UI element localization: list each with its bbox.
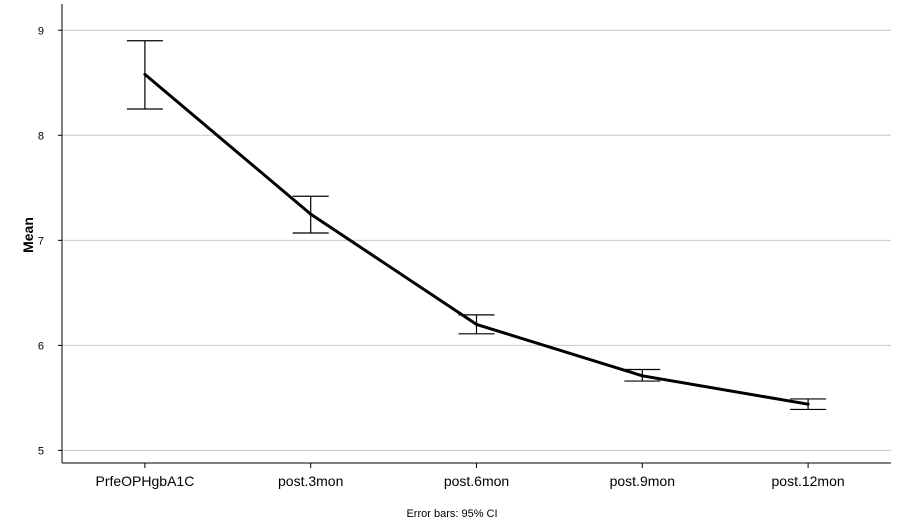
gridlines <box>62 29 891 451</box>
data-point-3 <box>640 374 644 378</box>
data-point-1 <box>309 212 313 216</box>
error-bars-note: Error bars: 95% CI <box>406 508 497 520</box>
y-axis-label: Mean <box>20 217 36 253</box>
series-line-0 <box>143 73 809 406</box>
data-point-2 <box>475 322 478 326</box>
error-bars <box>126 40 827 411</box>
series <box>143 72 810 406</box>
y-tick-label-5: 5 <box>38 445 44 457</box>
data-point-4 <box>806 402 810 406</box>
x-tick-label-1: post.3mon <box>278 473 343 489</box>
axes <box>61 4 891 464</box>
x-tick-label-0: PrfeOPHgbA1C <box>95 473 194 489</box>
y-tick-label-8: 8 <box>38 130 44 142</box>
y-tick-label-9: 9 <box>38 25 44 37</box>
y-tick-label-7: 7 <box>38 235 44 247</box>
x-ticks: PrfeOPHgbA1C post.3mon post.6mon post.9mon p… <box>95 463 845 489</box>
x-tick-label-2: post.6mon <box>444 473 509 489</box>
y-tick-label-6: 6 <box>38 340 44 352</box>
data-point-0 <box>143 72 147 76</box>
x-tick-label-3: post.9mon <box>610 473 675 489</box>
y-ticks: 5 6 7 8 9 <box>38 25 62 457</box>
x-tick-label-4: post.12mon <box>772 473 845 489</box>
